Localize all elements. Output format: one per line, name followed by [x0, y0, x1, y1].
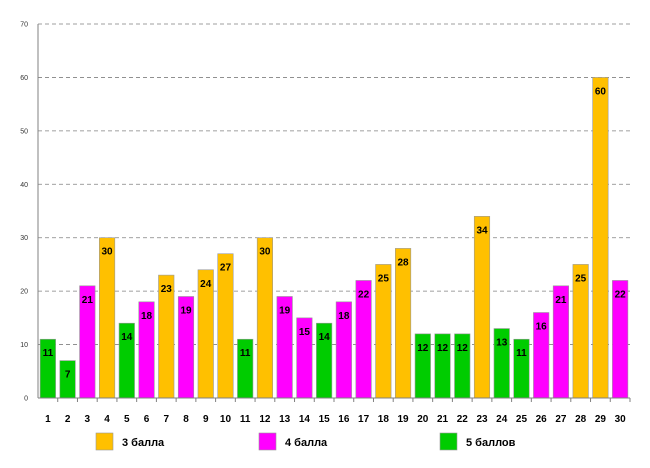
- x-tick-label: 9: [203, 414, 209, 425]
- bar-28: [572, 264, 589, 399]
- bar-18: [375, 264, 392, 399]
- data-label-15: 14: [319, 332, 331, 343]
- data-label-25: 11: [516, 348, 527, 359]
- x-tick-label: 15: [319, 414, 331, 425]
- legend-swatch-2: [258, 432, 277, 451]
- x-tick-label: 25: [516, 414, 528, 425]
- bar-23: [473, 216, 491, 399]
- data-label-8: 19: [180, 305, 192, 316]
- data-label-6: 18: [141, 311, 153, 322]
- x-tick-label: 7: [163, 414, 169, 425]
- y-tick-label: 40: [20, 182, 28, 189]
- x-tick-label: 14: [299, 414, 311, 425]
- data-label-16: 18: [338, 311, 350, 322]
- bar-4: [99, 237, 116, 399]
- x-tick-label: 26: [536, 414, 548, 425]
- x-tick-label: 30: [615, 414, 627, 425]
- data-label-4: 30: [102, 247, 114, 258]
- data-label-11: 11: [240, 348, 251, 359]
- legend-label-2: 4 балла: [285, 437, 328, 449]
- x-tick-label: 24: [496, 414, 508, 425]
- x-tick-label: 29: [595, 414, 607, 425]
- x-tick-label: 27: [555, 414, 567, 425]
- x-tick-label: 13: [279, 414, 291, 425]
- x-tick-label: 19: [398, 414, 410, 425]
- bar-12: [256, 237, 273, 399]
- legend: 3 балла 4 балла 5 баллов: [95, 432, 516, 451]
- data-label-21: 12: [437, 343, 449, 354]
- x-tick-label: 20: [417, 414, 429, 425]
- data-label-7: 23: [161, 284, 173, 295]
- x-tick-label: 5: [124, 414, 130, 425]
- x-tick-label: 4: [104, 414, 110, 425]
- legend-label-3: 5 баллов: [466, 437, 516, 449]
- x-tick-label: 16: [338, 414, 350, 425]
- y-axis: 0 10 20 30 40 50 60 70: [20, 22, 39, 403]
- x-tick-label: 1: [45, 414, 51, 425]
- bars: 11 7 21 30 14 18 23 19 24 27 11 30 19 15 14 18 22 25 28 12 1…: [39, 77, 629, 399]
- x-tick-label: 10: [220, 414, 232, 425]
- data-label-5: 14: [121, 332, 133, 343]
- legend-swatch-3: [439, 432, 458, 451]
- y-tick-label: 50: [20, 128, 28, 135]
- y-tick-label: 20: [20, 289, 28, 296]
- data-label-24: 13: [496, 338, 508, 349]
- x-tick-label: 6: [144, 414, 150, 425]
- data-label-22: 12: [457, 343, 469, 354]
- y-tick-label: 10: [20, 342, 28, 349]
- x-tick-label: 23: [476, 414, 488, 425]
- legend-label-1: 3 балла: [122, 437, 165, 449]
- data-label-27: 21: [555, 295, 567, 306]
- x-tick-label: 22: [457, 414, 469, 425]
- data-label-14: 15: [299, 327, 311, 338]
- x-tick-label: 11: [240, 414, 251, 425]
- x-tick-label: 18: [378, 414, 390, 425]
- x-tick-label: 8: [183, 414, 189, 425]
- data-label-3: 21: [82, 295, 94, 306]
- data-label-26: 16: [536, 322, 548, 333]
- data-label-2: 7: [65, 370, 71, 381]
- x-tick-label: 2: [65, 414, 71, 425]
- bar-10: [217, 253, 234, 399]
- bar-19: [395, 248, 412, 399]
- x-tick-label: 28: [575, 414, 587, 425]
- x-tick-label: 12: [259, 414, 271, 425]
- x-tick-label: 21: [437, 414, 449, 425]
- data-label-17: 22: [358, 289, 370, 300]
- data-label-1: 11: [43, 348, 54, 359]
- data-label-28: 25: [575, 273, 587, 284]
- data-label-18: 25: [378, 273, 390, 284]
- data-label-29: 60: [595, 86, 607, 97]
- data-label-20: 12: [417, 343, 429, 354]
- x-axis: 1 2 3 4 5 6 7 8 9 10 11 12 13 14 15 16 17 18 19 20 21 22 23 24 2…: [38, 397, 631, 425]
- y-tick-label: 30: [20, 235, 28, 242]
- data-label-23: 34: [476, 225, 488, 236]
- x-tick-label: 3: [85, 414, 91, 425]
- y-tick-label: 0: [24, 396, 28, 403]
- bar-29: [592, 77, 609, 399]
- x-tick-label: 17: [358, 414, 370, 425]
- data-label-9: 24: [200, 279, 212, 290]
- data-label-13: 19: [279, 305, 291, 316]
- y-tick-label: 60: [20, 75, 28, 82]
- data-label-12: 30: [259, 247, 271, 258]
- data-label-19: 28: [398, 257, 410, 268]
- legend-swatch-1: [95, 432, 114, 451]
- data-label-10: 27: [220, 263, 232, 274]
- data-label-30: 22: [615, 289, 627, 300]
- y-tick-label: 70: [20, 22, 28, 29]
- gridlines: [38, 23, 630, 345]
